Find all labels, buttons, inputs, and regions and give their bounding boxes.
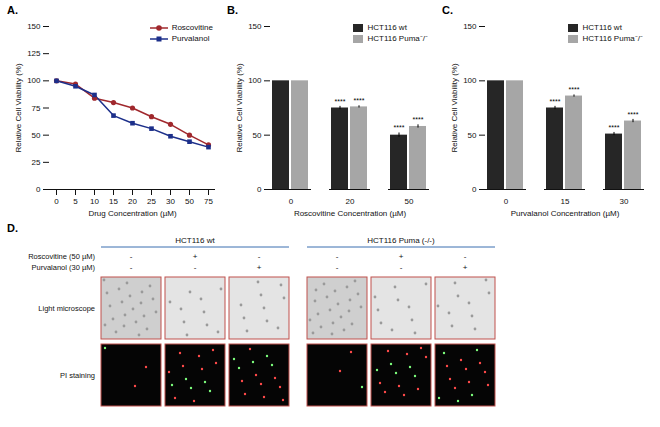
svg-text:****: **** xyxy=(413,116,424,123)
svg-text:100: 100 xyxy=(27,76,41,85)
svg-text:10: 10 xyxy=(90,197,99,206)
svg-text:HCT116 wt: HCT116 wt xyxy=(175,236,215,245)
svg-text:15: 15 xyxy=(561,197,570,206)
svg-text:50: 50 xyxy=(405,197,414,206)
svg-text:Purvalanol Concentration (µM): Purvalanol Concentration (µM) xyxy=(511,209,620,218)
svg-text:50: 50 xyxy=(253,131,262,140)
svg-text:0: 0 xyxy=(54,197,59,206)
html-text:HCT116 Puma⁻/⁻: HCT116 Puma⁻/⁻ xyxy=(582,34,643,43)
svg-text:****: **** xyxy=(550,98,561,105)
svg-text:+: + xyxy=(257,263,262,272)
svg-text:-: - xyxy=(258,252,261,261)
svg-text:100: 100 xyxy=(463,76,477,85)
svg-text:-: - xyxy=(336,252,339,261)
svg-text:-: - xyxy=(464,252,467,261)
svg-text:-: - xyxy=(194,263,197,272)
svg-text:150: 150 xyxy=(463,22,477,31)
svg-text:50: 50 xyxy=(32,131,41,140)
svg-text:0: 0 xyxy=(257,185,262,194)
svg-text:****: **** xyxy=(335,98,346,105)
svg-text:****: **** xyxy=(354,97,365,104)
svg-text:Drug Concentration (µM): Drug Concentration (µM) xyxy=(88,209,177,218)
svg-text:Relative Cell Viability (%): Relative Cell Viability (%) xyxy=(450,63,459,153)
svg-text:+: + xyxy=(463,263,468,272)
svg-text:5: 5 xyxy=(73,197,78,206)
html-text:Roscovitine: Roscovitine xyxy=(171,23,213,32)
svg-text:25: 25 xyxy=(32,158,41,167)
svg-text:75: 75 xyxy=(32,104,41,113)
svg-text:-: - xyxy=(336,263,339,272)
html-text:HCT116 wt: HCT116 wt xyxy=(367,23,407,32)
svg-text:+: + xyxy=(399,252,404,261)
svg-text:20: 20 xyxy=(128,197,137,206)
svg-text:75: 75 xyxy=(204,197,213,206)
svg-text:50: 50 xyxy=(468,131,477,140)
svg-text:Roscovitine Concentration (µM): Roscovitine Concentration (µM) xyxy=(294,209,407,218)
svg-text:HCT116 Puma (-/-): HCT116 Puma (-/-) xyxy=(367,236,435,245)
svg-text:50: 50 xyxy=(185,197,194,206)
svg-text:0: 0 xyxy=(289,197,294,206)
svg-text:-: - xyxy=(130,263,133,272)
svg-text:20: 20 xyxy=(346,197,355,206)
svg-text:150: 150 xyxy=(27,22,41,31)
svg-text:0: 0 xyxy=(504,197,509,206)
svg-text:Roscovitine (50 µM): Roscovitine (50 µM) xyxy=(28,252,95,261)
svg-text:100: 100 xyxy=(248,76,262,85)
svg-text:PI staining: PI staining xyxy=(60,371,95,380)
html-text:A.: A. xyxy=(7,4,18,16)
svg-text:125: 125 xyxy=(27,49,41,58)
svg-text:0: 0 xyxy=(472,185,477,194)
svg-text:****: **** xyxy=(569,86,580,93)
svg-text:Purvalanol (30 µM): Purvalanol (30 µM) xyxy=(31,263,95,272)
svg-text:0: 0 xyxy=(36,185,41,194)
svg-text:Relative Cell Viability (%): Relative Cell Viability (%) xyxy=(14,63,23,153)
svg-text:-: - xyxy=(130,252,133,261)
svg-text:15: 15 xyxy=(109,197,118,206)
html-text:B.: B. xyxy=(227,4,238,16)
svg-text:+: + xyxy=(193,252,198,261)
html-text:C.: C. xyxy=(442,4,453,16)
svg-text:30: 30 xyxy=(620,197,629,206)
svg-text:****: **** xyxy=(394,124,405,131)
svg-text:Relative Cell Viability (%): Relative Cell Viability (%) xyxy=(235,63,244,153)
svg-text:-: - xyxy=(400,263,403,272)
html-text:HCT116 wt: HCT116 wt xyxy=(582,23,622,32)
svg-text:30: 30 xyxy=(166,197,175,206)
html-text:HCT116 Puma⁻/⁻: HCT116 Puma⁻/⁻ xyxy=(367,34,428,43)
svg-text:Light microscope: Light microscope xyxy=(38,304,95,313)
svg-text:150: 150 xyxy=(248,22,262,31)
svg-text:D.: D. xyxy=(7,222,18,234)
html-text:Purvalanol: Purvalanol xyxy=(171,34,210,43)
svg-text:****: **** xyxy=(609,124,620,131)
svg-text:25: 25 xyxy=(147,197,156,206)
svg-text:****: **** xyxy=(628,111,639,118)
